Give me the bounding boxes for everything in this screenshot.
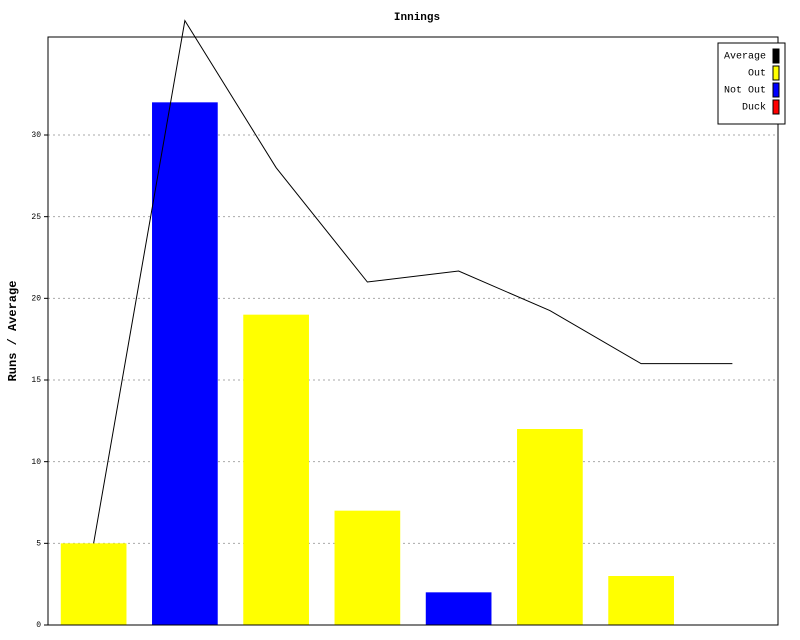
bar <box>152 102 218 626</box>
bar <box>60 543 127 625</box>
line <box>93 19 733 544</box>
y-tick-label: 30 <box>31 131 41 140</box>
legend-label: Out <box>748 69 766 80</box>
bar <box>243 314 309 625</box>
legend-label: Average <box>724 52 766 63</box>
chart-title: Innings <box>394 12 440 24</box>
legend-label: Duck <box>742 102 766 114</box>
legend-swatch <box>772 82 780 98</box>
y-tick-label: 25 <box>31 213 41 222</box>
legend-swatch <box>772 65 780 81</box>
bar <box>334 510 401 625</box>
bar <box>608 576 674 625</box>
y-axis-label: Runs / Average <box>6 281 20 382</box>
legend-label: Not Out <box>724 86 766 97</box>
bar <box>517 429 583 625</box>
y-tick-label: 5 <box>36 539 41 548</box>
legend-swatch <box>772 99 780 115</box>
bar <box>425 592 492 625</box>
y-tick-label: 20 <box>31 294 41 303</box>
y-tick-label: 15 <box>31 376 41 385</box>
axis-frame <box>47 36 779 626</box>
y-tick-label: 10 <box>31 458 41 467</box>
legend-swatch <box>772 48 780 64</box>
y-tick-label: 0 <box>36 621 41 630</box>
